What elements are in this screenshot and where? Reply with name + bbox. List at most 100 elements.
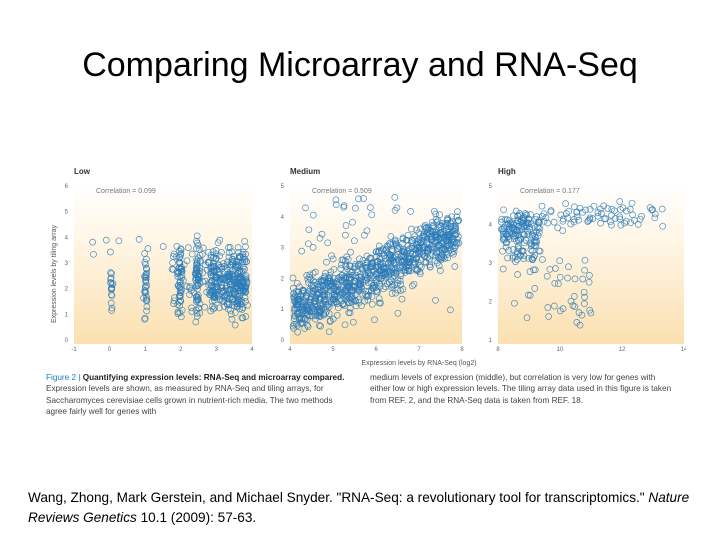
scatter-point bbox=[525, 254, 532, 262]
scatter-point bbox=[557, 211, 565, 219]
scatter-point bbox=[218, 248, 225, 256]
scatter-point bbox=[107, 248, 114, 256]
scatter-point bbox=[177, 297, 185, 305]
scatter-point bbox=[368, 293, 376, 300]
scatter-point bbox=[142, 271, 150, 278]
scatter-point bbox=[229, 255, 237, 263]
scatter-point bbox=[234, 261, 242, 269]
scatter-point bbox=[183, 283, 191, 290]
scatter-point bbox=[170, 250, 178, 258]
scatter-point bbox=[141, 258, 149, 266]
scatter-point bbox=[448, 223, 456, 231]
scatter-point bbox=[586, 272, 593, 279]
scatter-point bbox=[442, 219, 449, 227]
scatter-point bbox=[434, 217, 442, 225]
scatter-point bbox=[170, 297, 178, 305]
scatter-point bbox=[550, 218, 558, 226]
scatter-point bbox=[448, 217, 456, 225]
citation-journal: Nature Reviews Genetics bbox=[28, 490, 690, 525]
scatter-point bbox=[218, 284, 226, 291]
scatter-point bbox=[424, 226, 432, 234]
scatter-point bbox=[617, 206, 624, 213]
scatter-point bbox=[303, 316, 311, 324]
scatter-point bbox=[562, 200, 569, 207]
scatter-point bbox=[349, 272, 356, 279]
scatter-point bbox=[403, 249, 411, 257]
scatter-point bbox=[544, 219, 551, 227]
scatter-point bbox=[435, 262, 443, 270]
scatter-point bbox=[142, 297, 150, 304]
scatter-point bbox=[293, 279, 301, 287]
scatter-point bbox=[363, 274, 371, 282]
scatter-point bbox=[437, 237, 445, 245]
scatter-point bbox=[108, 304, 116, 312]
x-tick-label: 3 bbox=[215, 347, 219, 353]
scatter-point bbox=[296, 283, 303, 291]
scatter-point bbox=[535, 247, 543, 255]
scatter-point bbox=[567, 220, 575, 228]
scatter-point bbox=[342, 295, 350, 303]
scatter-point bbox=[195, 275, 203, 283]
scatter-point bbox=[214, 239, 222, 247]
y-tick-label: 2 bbox=[489, 300, 493, 306]
scatter-point bbox=[236, 282, 243, 289]
scatter-point bbox=[554, 280, 562, 288]
scatter-point bbox=[375, 299, 383, 307]
scatter-point bbox=[581, 300, 588, 307]
scatter-point bbox=[212, 254, 220, 262]
scatter-point bbox=[454, 208, 461, 215]
scatter-point bbox=[510, 226, 518, 233]
scatter-point bbox=[368, 279, 376, 287]
scatter-point bbox=[115, 237, 123, 245]
scatter-point bbox=[437, 223, 444, 230]
scatter-point bbox=[551, 279, 559, 287]
scatter-point bbox=[370, 283, 378, 291]
scatter-point bbox=[188, 308, 196, 315]
scatter-point bbox=[217, 274, 224, 282]
scatter-point bbox=[239, 314, 247, 322]
scatter-point bbox=[368, 211, 376, 219]
scatter-point bbox=[394, 276, 402, 284]
scatter-point bbox=[184, 244, 192, 251]
scatter-point bbox=[524, 291, 532, 299]
scatter-point bbox=[107, 299, 115, 307]
scatter-point bbox=[617, 221, 625, 229]
scatter-point bbox=[199, 244, 207, 252]
scatter-point bbox=[361, 231, 368, 239]
scatter-point bbox=[570, 218, 578, 226]
scatter-point bbox=[324, 239, 332, 247]
scatter-point bbox=[186, 291, 193, 298]
scatter-point bbox=[194, 281, 202, 289]
scatter-point bbox=[536, 216, 543, 224]
scatter-point bbox=[453, 213, 461, 221]
scatter-point bbox=[531, 238, 539, 246]
scatter-point bbox=[207, 307, 215, 315]
scatter-point bbox=[419, 241, 426, 249]
scatter-point bbox=[143, 295, 151, 303]
scatter-point bbox=[546, 265, 554, 273]
scatter-point bbox=[392, 265, 399, 273]
scatter-point bbox=[242, 298, 249, 305]
scatter-point bbox=[421, 233, 429, 241]
scatter-point bbox=[198, 251, 206, 258]
scatter-point bbox=[192, 264, 200, 272]
scatter-point bbox=[193, 298, 200, 306]
scatter-point bbox=[424, 244, 432, 252]
scatter-point bbox=[220, 263, 228, 270]
scatter-point bbox=[351, 262, 359, 270]
scatter-point bbox=[564, 214, 572, 222]
scatter-point bbox=[216, 296, 224, 304]
scatter-point bbox=[559, 215, 567, 223]
scatter-point bbox=[173, 268, 181, 276]
scatter-point bbox=[305, 226, 313, 234]
scatter-point bbox=[325, 303, 333, 311]
scatter-point bbox=[580, 288, 588, 296]
scatter-point bbox=[455, 216, 462, 224]
scatter-point bbox=[499, 265, 507, 273]
scatter-point bbox=[144, 245, 152, 252]
scatter-point bbox=[325, 310, 333, 317]
scatter-point bbox=[510, 235, 518, 243]
scatter-point bbox=[500, 206, 507, 214]
scatter-point bbox=[209, 248, 217, 255]
